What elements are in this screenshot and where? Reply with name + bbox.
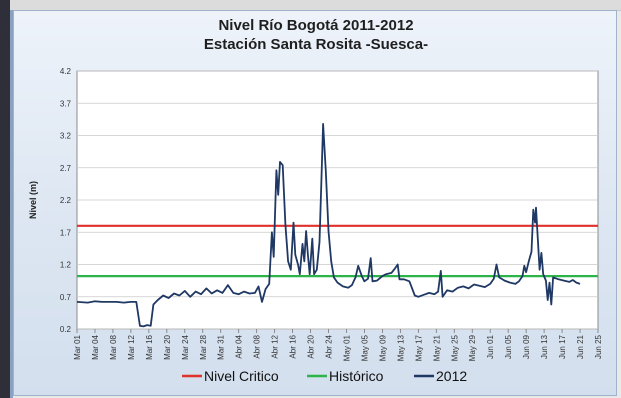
x-tick-label: Mar 31 xyxy=(217,334,226,359)
x-tick-label: May 05 xyxy=(360,334,369,361)
series-layer xyxy=(76,123,598,328)
x-tick-labels: Mar 01 Mar 04 Mar 08 Mar 12 Mar 16 Mar 20 Mar … xyxy=(73,329,603,361)
y-tick-label: 4.2 xyxy=(60,67,72,76)
x-tick-label: Mar 24 xyxy=(181,334,190,359)
x-tick-label: May 21 xyxy=(432,334,441,361)
left-edge-accent xyxy=(10,10,13,398)
grid-lines xyxy=(77,70,598,330)
x-tick-label: Abr 24 xyxy=(325,334,334,358)
chart: Nivel Río Bogotá 2011-2012 Estación Sant… xyxy=(28,17,603,384)
x-tick-label: Abr 08 xyxy=(253,334,262,358)
left-edge-bar xyxy=(0,0,10,398)
x-tick-label: Mar 20 xyxy=(163,334,172,359)
legend: Nivel Critico Histórico 2012 xyxy=(182,368,467,384)
x-tick-label: Abr 16 xyxy=(289,334,298,358)
y-tick-label: 0.7 xyxy=(60,293,72,302)
chart-title: Nivel Río Bogotá 2011-2012 xyxy=(218,17,413,34)
x-tick-label: Mar 08 xyxy=(109,334,118,359)
y-tick-label: 1.2 xyxy=(60,261,72,270)
x-tick-label: Jun 25 xyxy=(594,334,603,359)
y-tick-label: 1.7 xyxy=(60,228,72,237)
x-tick-label: Mar 28 xyxy=(199,334,208,359)
x-tick-label: Abr 04 xyxy=(235,334,244,358)
x-tick-label: Abr 12 xyxy=(271,334,280,358)
y-tick-label: 2.7 xyxy=(60,164,72,173)
y-tick-label: 3.2 xyxy=(60,132,72,141)
series-line-2012 xyxy=(76,123,581,328)
legend-label: Histórico xyxy=(329,368,384,384)
x-tick-label: May 17 xyxy=(414,334,423,361)
y-tick-label: 2.2 xyxy=(60,196,72,205)
x-tick-label: Jun 01 xyxy=(486,334,495,359)
legend-label: 2012 xyxy=(436,368,467,384)
y-tick-label: 0.2 xyxy=(60,325,72,334)
x-tick-label: Jun 05 xyxy=(504,334,513,359)
y-tick-label: 3.7 xyxy=(60,99,72,108)
x-tick-label: Mar 16 xyxy=(145,334,154,359)
x-tick-label: Mar 04 xyxy=(91,334,100,359)
x-tick-label: Mar 12 xyxy=(127,334,136,359)
x-tick-label: May 29 xyxy=(468,334,477,361)
x-tick-label: May 25 xyxy=(450,334,459,361)
legend-label: Nivel Critico xyxy=(204,368,279,384)
x-tick-label: Jun 13 xyxy=(540,334,549,359)
y-tick-labels: 0.2 0.7 1.2 1.7 2.2 2.7 3.2 3.7 4.2 xyxy=(60,67,72,334)
x-tick-label: Jun 17 xyxy=(558,334,567,359)
x-tick-label: May 01 xyxy=(342,334,351,361)
x-tick-label: May 13 xyxy=(396,334,405,361)
x-tick-label: Jun 09 xyxy=(522,334,531,359)
chart-panel: Nivel Río Bogotá 2011-2012 Estación Sant… xyxy=(13,10,617,396)
x-tick-label: Jun 21 xyxy=(576,334,585,359)
x-tick-label: Abr 20 xyxy=(307,334,316,358)
chart-subtitle: Estación Santa Rosita -Suesca- xyxy=(204,36,428,53)
x-tick-label: May 09 xyxy=(378,334,387,361)
y-axis-title: Nivel (m) xyxy=(28,181,38,219)
x-tick-label: Mar 01 xyxy=(73,334,82,359)
